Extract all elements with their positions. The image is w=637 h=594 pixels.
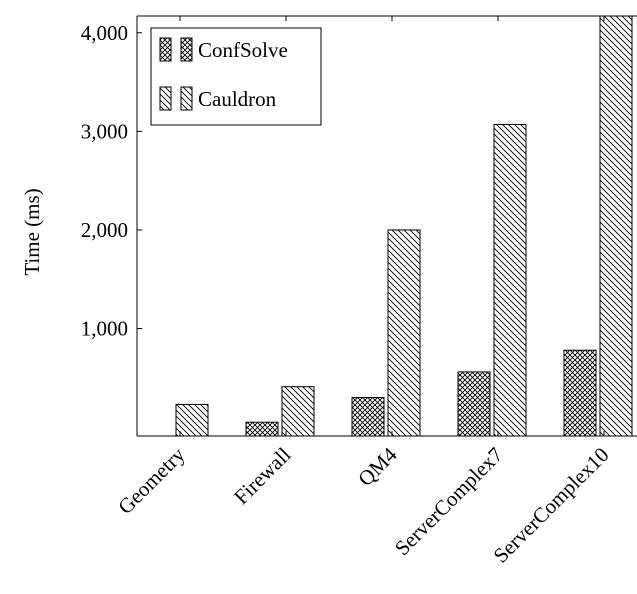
legend-swatch-cauldron [159, 86, 172, 111]
y-axis-label: Time (ms) [20, 188, 44, 275]
bar-confsolve [351, 397, 385, 437]
y-tick-label: 4,000 [81, 21, 128, 45]
y-ticks: 1,000 2,000 3,000 4,000 [81, 21, 142, 341]
legend-label-confsolve: ConfSolve [198, 38, 288, 62]
x-tick-label: QM4 [353, 442, 402, 491]
legend-entry-confsolve: ConfSolve [159, 37, 288, 62]
x-tick-label: Firewall [229, 442, 296, 509]
legend-label-cauldron: Cauldron [198, 87, 277, 111]
x-tick-label: ServerComplex7 [390, 443, 508, 561]
bar-cauldron [281, 386, 315, 437]
bar-cauldron [599, 15, 633, 437]
y-tick-label: 3,000 [81, 119, 128, 143]
legend-swatch-confsolve [159, 37, 172, 62]
bar-confsolve [563, 349, 597, 437]
legend-swatch-cauldron [180, 86, 193, 111]
x-tick-label: Geometry [113, 442, 190, 519]
bar-confsolve [457, 371, 491, 437]
legend-box [150, 27, 322, 126]
legend-swatch-confsolve [180, 37, 193, 62]
bar-confsolve [245, 421, 279, 437]
axes-frame [136, 15, 637, 437]
bar-cauldron [493, 123, 527, 437]
legend: ConfSolve Cauldron [150, 27, 322, 126]
y-tick-label: 1,000 [81, 317, 128, 341]
y-tick-label: 2,000 [81, 218, 128, 242]
bar-cauldron [387, 229, 421, 437]
x-tick-label: ServerComplex10 [489, 443, 614, 568]
bar-group [175, 15, 633, 437]
bar-cauldron [175, 403, 209, 437]
legend-entry-cauldron: Cauldron [159, 86, 277, 111]
